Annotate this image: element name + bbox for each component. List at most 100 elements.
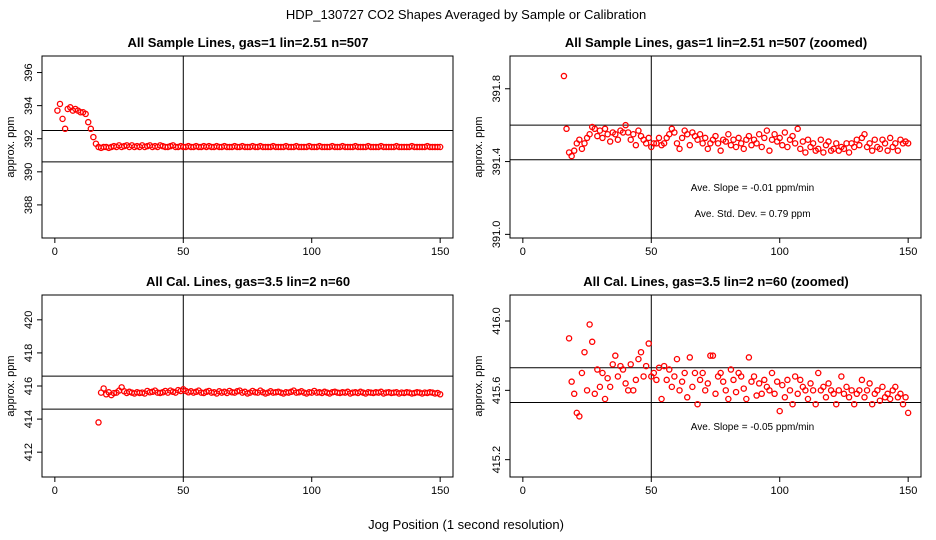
data-point <box>899 400 907 408</box>
data-point <box>868 400 876 408</box>
data-point <box>622 121 629 129</box>
data-point <box>876 397 884 404</box>
data-point <box>709 352 717 359</box>
data-point <box>840 390 848 398</box>
data-point <box>807 380 814 387</box>
data-point <box>642 362 650 370</box>
data-point <box>843 140 850 147</box>
data-point <box>84 118 92 126</box>
data-point <box>784 376 791 384</box>
data-point <box>766 387 773 394</box>
panel-title: All Sample Lines, gas=1 lin=2.51 n=507 <box>128 35 369 50</box>
data-point <box>879 383 886 391</box>
data-point <box>673 355 681 363</box>
data-point <box>630 387 637 394</box>
data-point <box>820 149 827 156</box>
data-point <box>748 141 755 149</box>
data-point <box>642 140 650 147</box>
data-point <box>712 390 719 398</box>
data-point <box>599 134 606 142</box>
x-tick-label: 50 <box>645 246 657 258</box>
data-point <box>576 136 583 143</box>
data-point <box>612 131 619 138</box>
data-point <box>779 141 786 149</box>
data-point <box>681 369 688 377</box>
x-tick-label: 150 <box>899 485 917 497</box>
data-point <box>61 125 69 133</box>
data-point <box>696 131 704 138</box>
data-point <box>776 407 783 415</box>
data-point <box>781 394 789 401</box>
data-point <box>707 352 714 359</box>
data-point <box>740 145 748 153</box>
data-point <box>586 321 593 328</box>
y-axis-label: approx. ppm <box>5 355 17 416</box>
data-point <box>866 380 873 387</box>
y-tick-label: 392 <box>23 130 35 148</box>
data-point <box>884 390 891 398</box>
x-tick-label: 0 <box>520 485 526 497</box>
data-point <box>884 147 891 154</box>
data-point <box>673 140 681 147</box>
data-point <box>645 340 652 347</box>
data-point <box>637 348 645 356</box>
data-point <box>604 374 611 382</box>
y-tick-label: 416 <box>23 377 35 395</box>
data-point <box>436 391 444 398</box>
data-point <box>578 145 586 153</box>
data-point <box>645 134 652 142</box>
data-point <box>732 143 740 151</box>
annotation-text: Ave. Slope = -0.05 ppm/min <box>691 422 815 433</box>
data-point <box>904 140 912 147</box>
data-point <box>815 145 822 153</box>
data-point <box>668 383 676 391</box>
data-point <box>100 385 107 392</box>
y-tick-label: 414 <box>23 410 35 428</box>
y-tick-label: 394 <box>23 96 35 114</box>
data-point <box>773 378 781 385</box>
data-point <box>838 373 845 380</box>
data-point <box>655 134 663 142</box>
data-point <box>627 136 634 143</box>
data-point <box>825 138 832 145</box>
data-point <box>56 100 64 108</box>
data-point <box>848 387 855 394</box>
x-tick-label: 50 <box>177 485 189 497</box>
data-point <box>791 373 799 380</box>
data-point <box>576 413 583 420</box>
data-point <box>845 149 853 156</box>
data-point <box>110 389 118 397</box>
data-point <box>732 388 740 396</box>
data-point <box>825 380 832 387</box>
data-point <box>786 387 794 394</box>
data-point <box>725 131 732 138</box>
data-point <box>82 110 89 118</box>
y-tick-label: 415.2 <box>491 446 503 474</box>
data-point <box>565 335 573 342</box>
data-point <box>594 132 601 140</box>
data-point <box>876 145 884 153</box>
annotation-text: Ave. Std. Dev. = 0.79 ppm <box>694 209 810 220</box>
x-tick-label: 150 <box>431 485 449 497</box>
data-point <box>691 369 699 377</box>
data-point <box>676 145 683 153</box>
data-point <box>683 394 691 401</box>
data-point <box>789 132 796 140</box>
x-tick-label: 0 <box>520 246 526 258</box>
y-tick-label: 391.0 <box>491 221 503 249</box>
data-point <box>832 140 840 147</box>
data-point <box>763 127 771 134</box>
data-point <box>568 152 575 160</box>
x-axis-label: Jog Position (1 second resolution) <box>368 517 564 532</box>
panel-title: All Cal. Lines, gas=3.5 lin=2 n=60 <box>146 274 350 289</box>
data-point <box>797 145 804 153</box>
plot-frame <box>41 55 454 239</box>
y-tick-label: 420 <box>23 311 35 329</box>
data-point <box>632 141 640 149</box>
data-point <box>771 131 778 138</box>
data-point <box>748 378 755 385</box>
data-point <box>727 366 735 373</box>
data-point <box>861 394 868 401</box>
data-point <box>843 383 850 391</box>
